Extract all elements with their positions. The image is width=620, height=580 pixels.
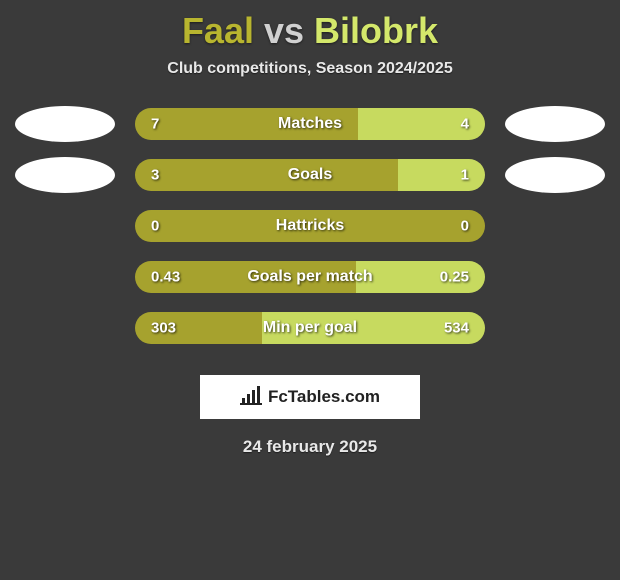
spacer xyxy=(505,208,605,244)
page-title: Faal vs Bilobrk xyxy=(182,10,438,52)
stat-row: 303 534 Min per goal xyxy=(15,310,605,346)
stat-label: Hattricks xyxy=(276,217,344,235)
stat-value-left: 0.43 xyxy=(151,269,180,286)
spacer xyxy=(505,310,605,346)
stat-value-left: 7 xyxy=(151,116,159,133)
spacer xyxy=(15,310,115,346)
title-player-right: Bilobrk xyxy=(314,10,438,51)
stat-label: Goals per match xyxy=(247,268,372,286)
stat-value-left: 303 xyxy=(151,320,176,337)
player-left-badge xyxy=(15,157,115,193)
spacer xyxy=(15,259,115,295)
stat-bar: 0 0 Hattricks xyxy=(135,210,485,242)
stat-bar: 303 534 Min per goal xyxy=(135,312,485,344)
stat-bar-left-fill xyxy=(135,159,398,191)
subtitle: Club competitions, Season 2024/2025 xyxy=(167,60,452,78)
logo-text: FcTables.com xyxy=(268,387,380,407)
stat-value-right: 0.25 xyxy=(440,269,469,286)
stat-label: Goals xyxy=(288,166,332,184)
stat-bars: 7 4 Matches 3 1 Goals 0 0 Hattricks 0.43 0.25 Goals… xyxy=(15,106,605,361)
stat-row: 3 1 Goals xyxy=(15,157,605,193)
player-right-badge xyxy=(505,106,605,142)
stat-bar: 3 1 Goals xyxy=(135,159,485,191)
stat-row: 7 4 Matches xyxy=(15,106,605,142)
stat-row: 0.43 0.25 Goals per match xyxy=(15,259,605,295)
stat-bar: 7 4 Matches xyxy=(135,108,485,140)
stat-label: Min per goal xyxy=(263,319,357,337)
stat-label: Matches xyxy=(278,115,342,133)
stat-value-left: 0 xyxy=(151,218,159,235)
stat-value-right: 534 xyxy=(444,320,469,337)
title-player-left: Faal xyxy=(182,10,254,51)
bar-chart-icon xyxy=(240,385,262,410)
spacer xyxy=(505,259,605,295)
stat-bar: 0.43 0.25 Goals per match xyxy=(135,261,485,293)
comparison-container: Faal vs Bilobrk Club competitions, Seaso… xyxy=(0,0,620,580)
stat-value-right: 4 xyxy=(461,116,469,133)
title-vs: vs xyxy=(254,10,314,51)
stat-value-left: 3 xyxy=(151,167,159,184)
date-label: 24 february 2025 xyxy=(243,437,377,457)
stat-value-right: 0 xyxy=(461,218,469,235)
spacer xyxy=(15,208,115,244)
fctables-logo[interactable]: FcTables.com xyxy=(200,375,420,419)
stat-row: 0 0 Hattricks xyxy=(15,208,605,244)
stat-bar-right-fill xyxy=(398,159,486,191)
player-left-badge xyxy=(15,106,115,142)
stat-value-right: 1 xyxy=(461,167,469,184)
player-right-badge xyxy=(505,157,605,193)
